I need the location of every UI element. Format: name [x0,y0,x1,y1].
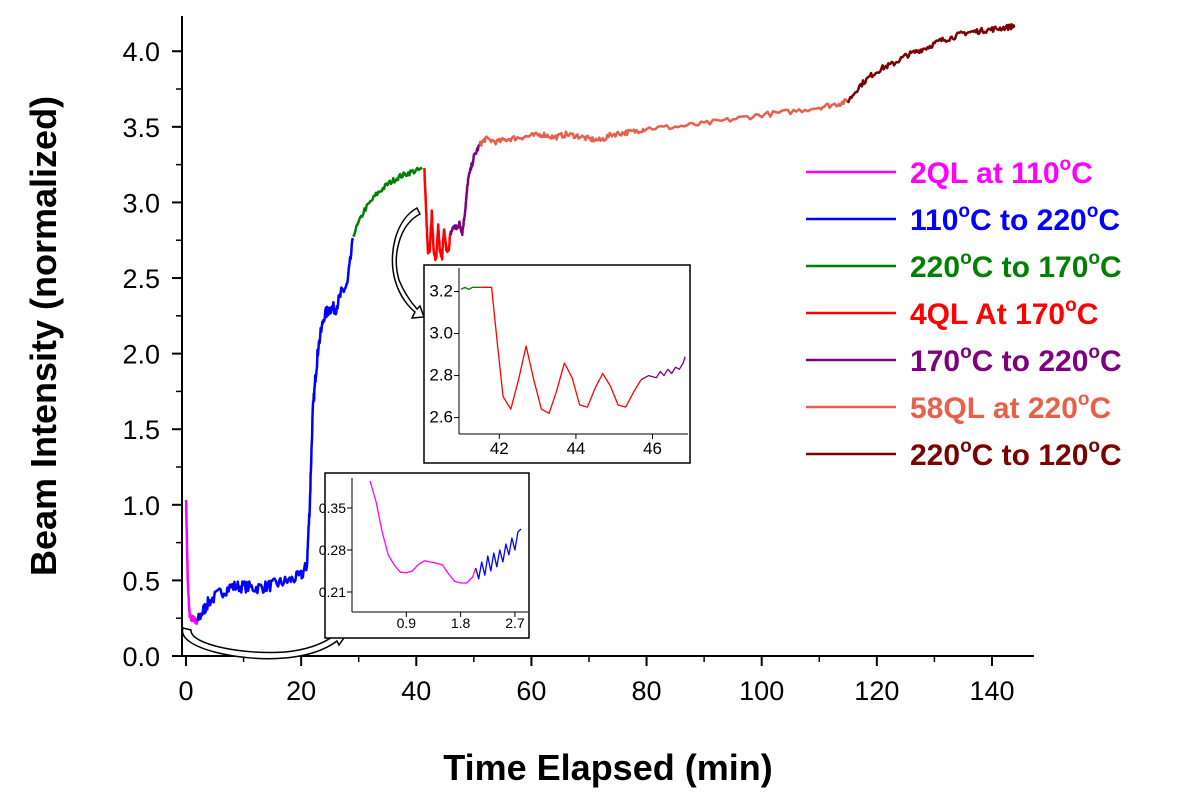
legend: 2QL at 110oC 110oC to 220oC 220oC to 170oC… [806,154,1122,472]
series-line [196,237,355,622]
inset-y-tick-label: 0.21 [319,584,346,600]
inset-lower-series [369,480,522,584]
inset-series-line [369,480,477,584]
inset-y-tick-label: 2.6 [429,408,453,427]
callout-arrow-lower [181,627,350,660]
x-tick-label: 40 [401,676,431,706]
y-axis-title: Beam Intensity (normalized) [23,96,64,576]
y-tick-label: 3.0 [122,188,160,218]
inset-y-tick-label: 3.2 [429,282,453,301]
x-tick-label: 140 [969,676,1014,706]
callout-arrow-upper [391,206,426,319]
series-line [352,166,423,238]
series-line [846,23,1016,104]
inset-upper-series [461,286,686,415]
legend-label: 2QL at 110oC [910,154,1093,190]
inset-upper-axes: 42 44 46 2.6 2.8 3.0 3.2 [429,268,688,458]
main-series [184,23,1016,625]
inset-x-tick-label: 46 [643,439,662,458]
inset-lower: 0.9 1.8 2.7 0.21 0.28 0.35 [319,472,530,639]
x-tick-label: 120 [854,676,899,706]
inset-lower-axes: 0.9 1.8 2.7 0.21 0.28 0.35 [319,478,528,631]
y-tick-label: 3.5 [122,113,160,143]
inset-x-tick-label: 42 [490,439,509,458]
y-tick-label: 0.0 [122,642,160,672]
legend-label: 220oC to 170oC [910,248,1122,284]
series-line [449,143,481,237]
x-tick-label: 0 [178,676,193,706]
x-tick-label: 20 [286,676,316,706]
inset-series-line [475,528,522,580]
y-tick-label: 2.0 [122,340,160,370]
inset-x-tick-label: 2.7 [505,615,525,631]
series-line [184,499,199,625]
main-ticks [172,50,993,666]
y-tick-label: 1.0 [122,491,160,521]
inset-y-tick-label: 0.35 [319,500,346,516]
x-tick-label: 100 [739,676,784,706]
x-axis-title: Time Elapsed (min) [443,747,772,788]
series-line [478,98,849,147]
legend-label: 4QL At 170oC [910,295,1098,331]
inset-x-tick-label: 1.8 [451,615,471,631]
y-tick-label: 2.5 [122,264,160,294]
inset-x-tick-label: 44 [566,439,585,458]
series-line [423,167,452,262]
y-tick-label: 1.5 [122,415,160,445]
main-axes: 0 20 40 60 80 100 120 140 0.0 0.5 1.0 1.5 2.0 2.5 3.0 3… [122,16,1034,706]
inset-y-tick-label: 0.28 [319,542,346,558]
legend-label: 170oC to 220oC [910,342,1122,378]
inset-x-tick-label: 0.9 [397,615,417,631]
inset-y-tick-label: 3.0 [429,324,453,343]
inset-series-line [480,286,642,415]
x-tick-label: 60 [516,676,546,706]
legend-label: 220oC to 120oC [910,436,1122,472]
legend-label: 58QL at 220oC [910,389,1111,425]
x-tick-label: 80 [632,676,662,706]
legend-label: 110oC to 220oC [910,201,1120,237]
inset-upper-frame [423,264,691,464]
inset-upper: 42 44 46 2.6 2.8 3.0 3.2 [423,264,691,464]
inset-series-line [461,286,481,291]
inset-y-tick-label: 2.8 [429,366,453,385]
inset-series-line [640,356,686,381]
main-tick-labels: 0 20 40 60 80 100 120 140 0.0 0.5 1.0 1.5 2.0 2.5 3.0 3… [122,37,1014,706]
y-tick-label: 4.0 [122,37,160,67]
y-tick-label: 0.5 [122,566,160,596]
